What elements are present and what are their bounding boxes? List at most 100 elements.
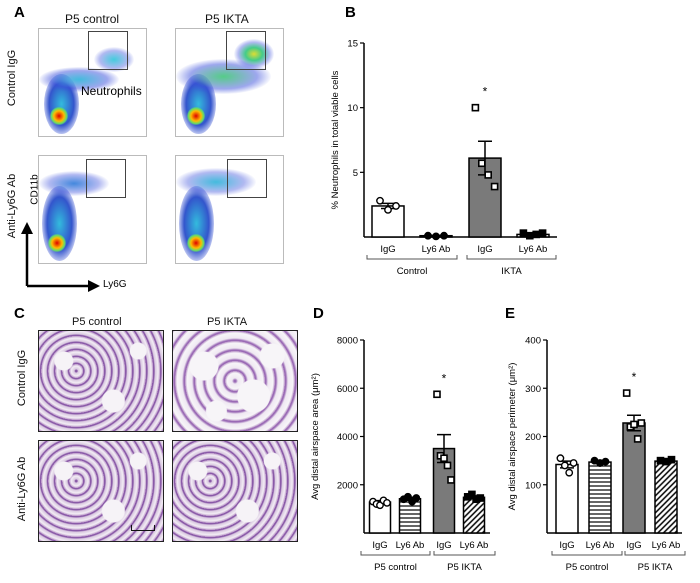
x-axis-label: Ly6G	[103, 279, 127, 290]
data-point	[477, 159, 486, 168]
data-point	[667, 455, 676, 464]
data-point	[468, 490, 476, 499]
y-tick-label: 200	[525, 432, 541, 443]
data-point	[433, 390, 441, 399]
gate-label: Neutrophils	[81, 84, 142, 98]
category-label: Ly6 Ab	[422, 244, 451, 255]
group-label: P5 IKTA	[638, 562, 673, 573]
y-tick-label: 4000	[337, 432, 358, 443]
data-point	[412, 494, 421, 502]
category-label: Ly6 Ab	[460, 540, 489, 551]
group-label: P5 control	[374, 562, 417, 573]
group-bracket	[624, 551, 686, 556]
group-label: P5 control	[566, 562, 609, 573]
category-label: IgG	[436, 540, 451, 551]
col-title: P5 control	[72, 316, 122, 328]
category-label: IgG	[477, 244, 492, 255]
flow-plot-control-igg: Neutrophils	[38, 28, 147, 137]
category-label: IgG	[380, 244, 395, 255]
arrow-up-icon	[21, 222, 33, 234]
y-tick-label: 400	[525, 336, 541, 347]
y-axis-label: Avg distal airspace area (μm²)	[310, 373, 321, 500]
category-label: IgG	[626, 540, 641, 551]
data-point	[622, 389, 631, 397]
panel-label-e: E	[505, 305, 516, 322]
data-point	[556, 454, 565, 463]
histology-control-igg	[38, 330, 164, 432]
col-title: P5 IKTA	[207, 316, 248, 328]
data-point	[519, 229, 528, 237]
scale-bar	[131, 525, 155, 531]
y-tick-label: 100	[525, 480, 541, 491]
y-tick-label: 8000	[337, 336, 358, 347]
group-bracket	[466, 255, 557, 260]
data-point	[443, 461, 452, 470]
significance-marker: *	[442, 371, 447, 385]
category-label: Ly6 Ab	[519, 244, 548, 255]
panel-label-a: A	[14, 4, 25, 21]
y-axis-label: % Neutrophils in total viable cells	[330, 70, 341, 209]
chart-D: 2000 4000 6000 8000 Avg distal airspace area…	[310, 336, 496, 573]
group-bracket	[360, 551, 431, 556]
neutrophil-gate	[88, 31, 128, 70]
significance-marker: *	[483, 85, 488, 99]
group-label: P5 IKTA	[447, 562, 482, 573]
y-tick-label: 15	[347, 39, 358, 50]
data-point	[601, 457, 610, 466]
panel-label-d: D	[313, 305, 324, 322]
bar	[654, 460, 678, 534]
category-label: IgG	[559, 540, 574, 551]
histology-ikta-anti-ly6g	[172, 440, 298, 542]
group-label: Control	[397, 266, 428, 277]
category-label: IgG	[372, 540, 387, 551]
data-point	[630, 420, 638, 429]
y-tick-label: 5	[353, 168, 358, 179]
y-tick-label: 300	[525, 384, 541, 395]
flow-plot-ikta-anti-ly6g	[175, 155, 284, 264]
flow-plot-ikta-igg	[175, 28, 284, 137]
axis-arrows	[21, 222, 100, 292]
category-label: Ly6 Ab	[396, 540, 425, 551]
data-point	[403, 492, 412, 501]
significance-marker: *	[632, 370, 637, 384]
data-point	[633, 435, 642, 443]
data-point	[637, 419, 646, 427]
y-tick-label: 6000	[337, 384, 358, 395]
group-bracket	[433, 551, 496, 556]
data-point	[440, 454, 448, 463]
col-title: P5 control	[65, 12, 120, 26]
category-label: Ly6 Ab	[586, 540, 615, 551]
data-point	[490, 182, 499, 191]
data-point	[383, 498, 391, 507]
data-point	[538, 229, 547, 237]
y-axis-label: Avg distal airspace perimeter (μm²)	[507, 363, 518, 511]
col-title: P5 IKTA	[205, 12, 249, 26]
histology-control-anti-ly6g	[38, 440, 164, 542]
arrow-right-icon	[88, 280, 100, 292]
panel-label-c: C	[14, 305, 25, 322]
group-label: IKTA	[501, 266, 522, 277]
bar	[588, 461, 612, 534]
data-point	[376, 196, 384, 205]
chart-B: 5 10 15 % Neutrophils in total viable cells…	[330, 39, 557, 277]
data-point	[560, 461, 569, 470]
chart-E: 100 200 300 400 Avg distal airspace perimete…	[507, 336, 686, 573]
data-point	[424, 231, 432, 240]
data-point	[476, 494, 485, 502]
data-point	[384, 205, 392, 214]
flow-plot-control-anti-ly6g	[38, 155, 147, 264]
data-point	[432, 232, 440, 241]
data-point	[440, 231, 448, 240]
data-point	[525, 231, 534, 240]
data-point	[484, 171, 493, 179]
neutrophil-gate	[227, 159, 267, 198]
neutrophil-gate	[86, 159, 126, 198]
group-bracket	[551, 551, 623, 556]
data-point	[565, 468, 574, 477]
panel-label-b: B	[345, 4, 356, 21]
category-label: Ly6 Ab	[652, 540, 681, 551]
data-point	[392, 202, 400, 210]
data-point	[569, 459, 578, 467]
